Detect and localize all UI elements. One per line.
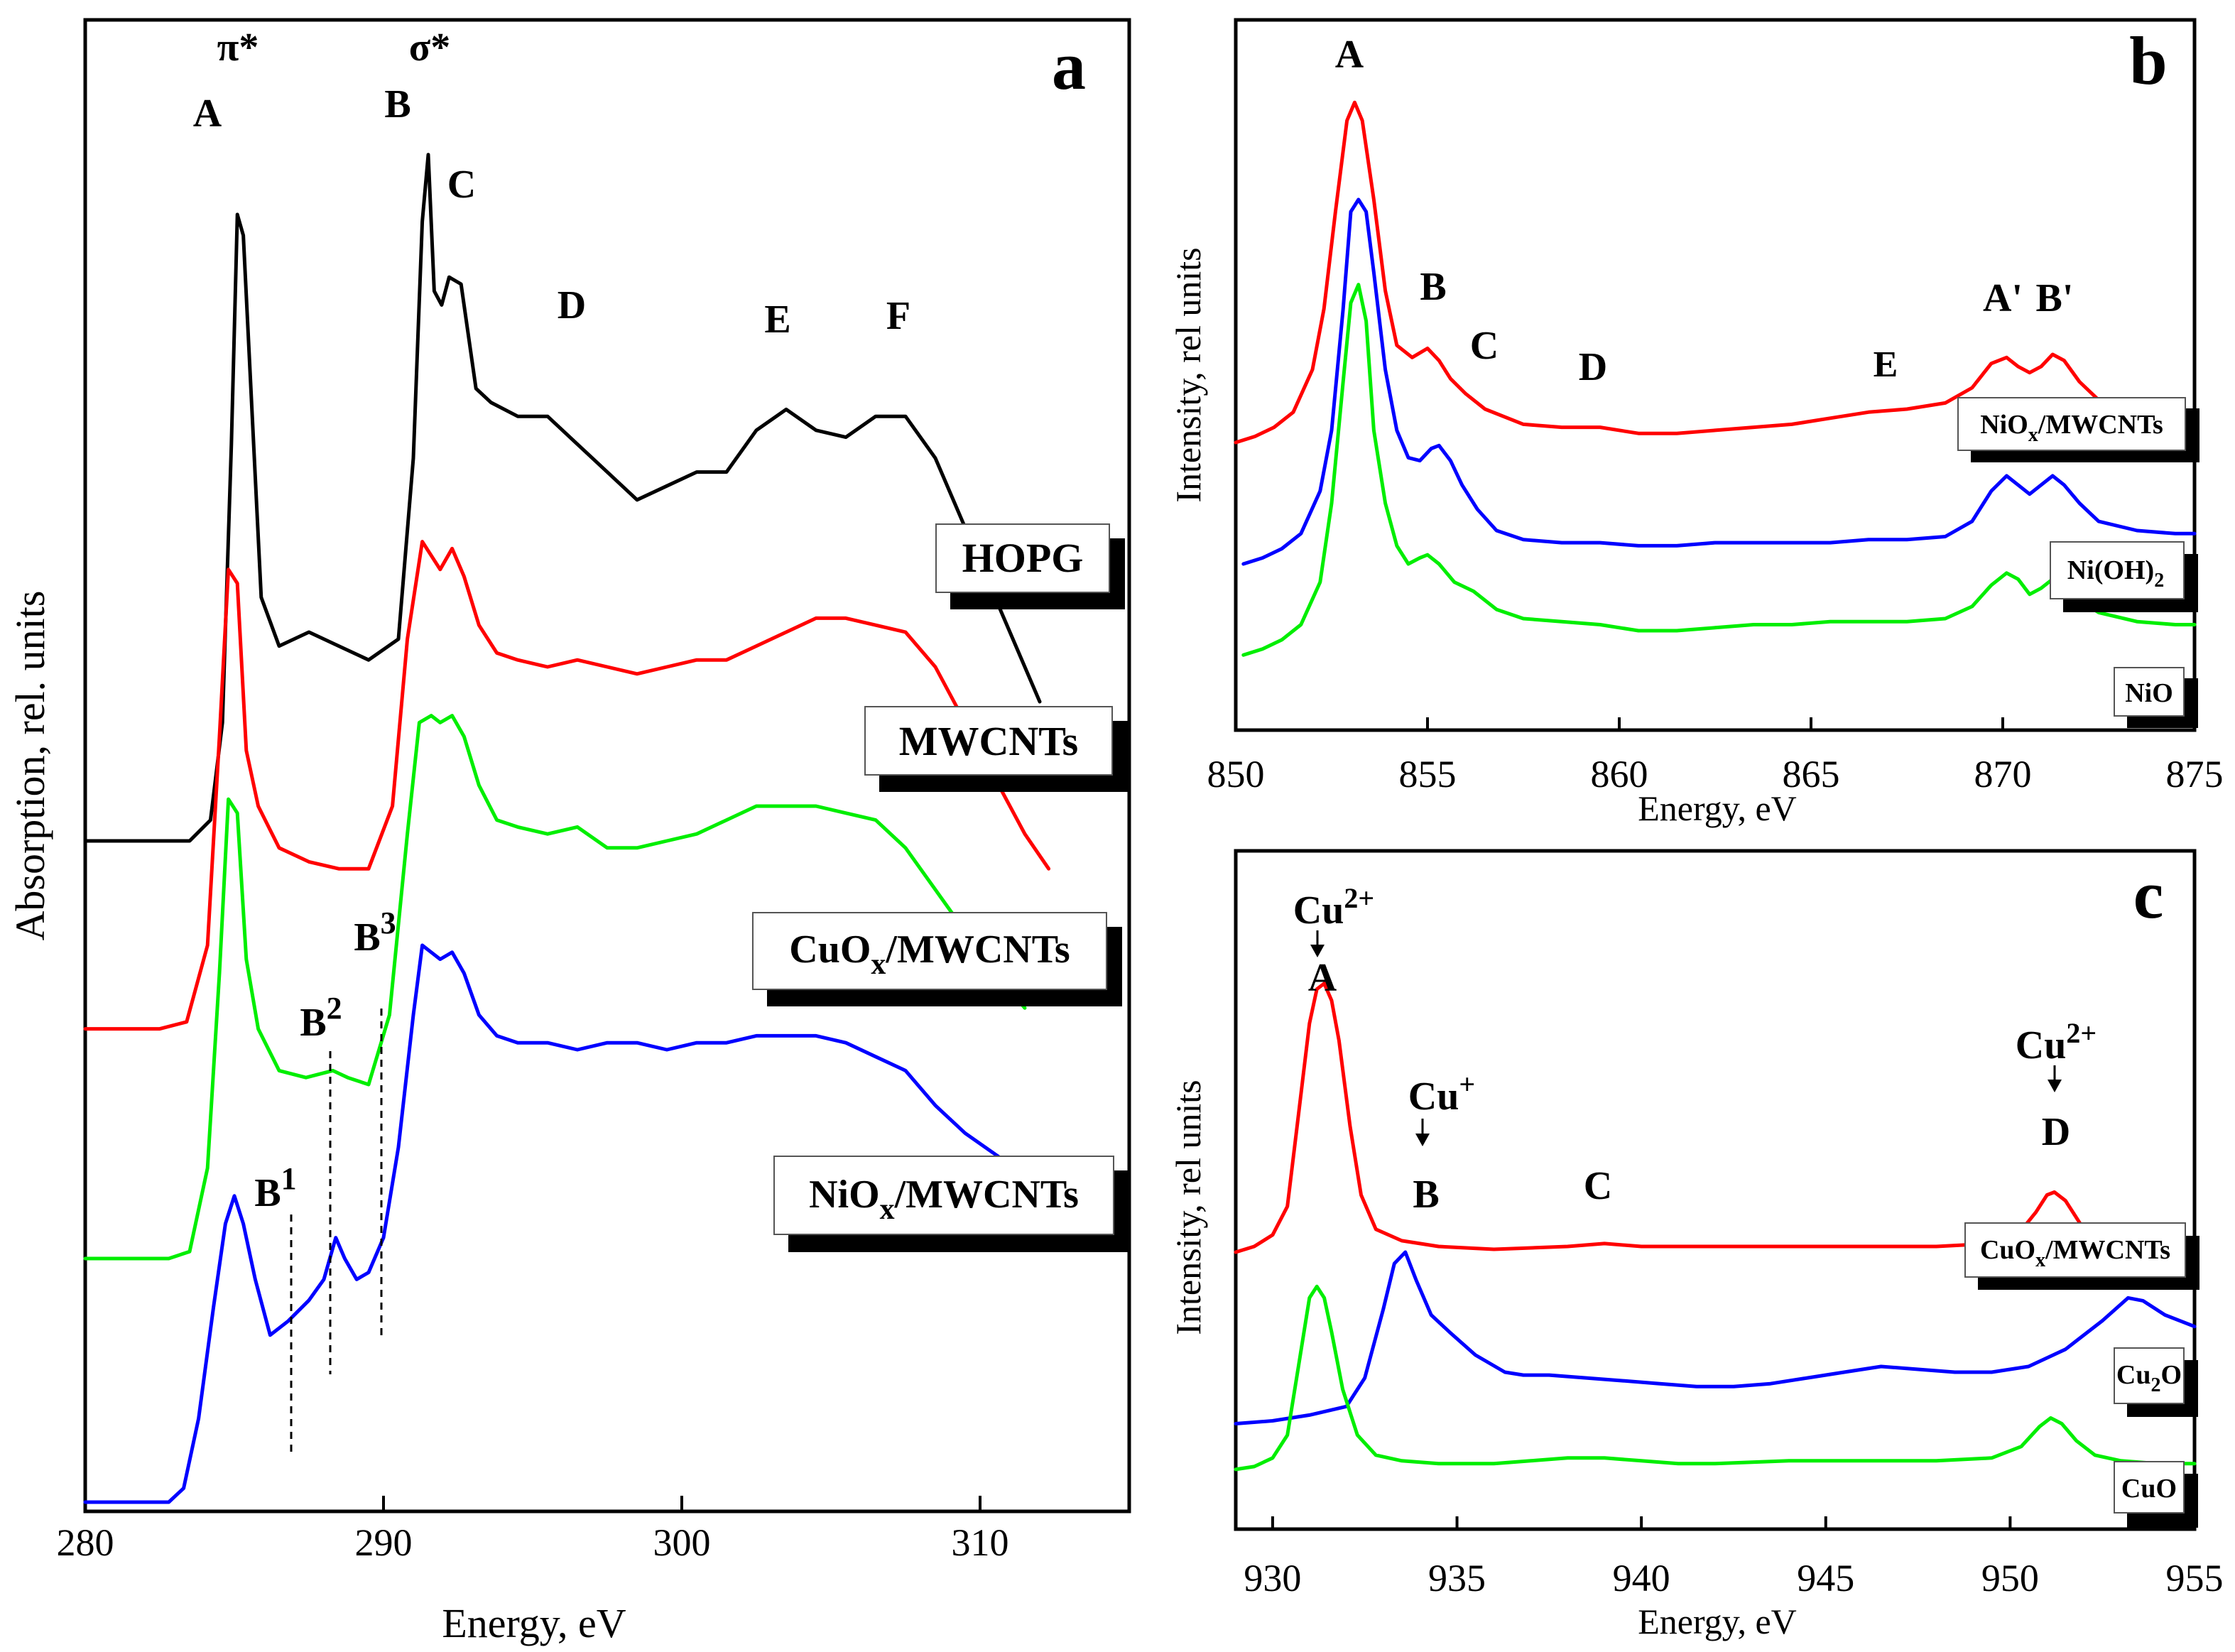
series-line-mwcnts: [83, 540, 1051, 1031]
peak-label-e: E: [764, 298, 790, 342]
panel-b-letter: b: [2129, 23, 2167, 99]
svg-text:MWCNTs: MWCNTs: [899, 718, 1078, 764]
svg-text:Ni(OH)2: Ni(OH)2: [2067, 555, 2164, 592]
panel-c: 930 935 940 945 950 955 c Cu2+ A Cu+ B C Cu2+…: [1168, 849, 2224, 1641]
peak-label-a: A: [1335, 33, 1364, 77]
series-line-cu2o: [1234, 1250, 2197, 1425]
svg-text:NiOx/MWCNTs: NiOx/MWCNTs: [1980, 410, 2163, 446]
svg-text:CuOx/MWCNTs: CuOx/MWCNTs: [789, 928, 1070, 981]
x-tick-label-955: 955: [2166, 1557, 2224, 1599]
legend-niox-mwcnts: NiOx/MWCNTs: [773, 1156, 1129, 1252]
svg-text:Cu2O: Cu2O: [2116, 1360, 2182, 1396]
legend-niox-mwcnts: NiOx/MWCNTs: [1957, 397, 2199, 462]
svg-text:NiOx/MWCNTs: NiOx/MWCNTs: [809, 1173, 1079, 1226]
series-line-ni-oh-2: [1241, 197, 2197, 566]
legend-cuox-mwcnts: CuOx/MWCNTs: [1964, 1222, 2199, 1290]
peak-label-b: B: [384, 82, 410, 126]
panel-c-frame: [1234, 849, 2197, 1531]
peak-label-c: C: [1584, 1164, 1612, 1208]
panel-a-series: [83, 153, 1051, 1504]
peak-label-d: D: [558, 283, 586, 327]
panel-b-x-title: Energy, eV: [1638, 788, 1797, 828]
peak-label-c: C: [447, 163, 476, 207]
x-tick-label-940: 940: [1613, 1557, 1670, 1599]
peak-label-d: D: [1579, 345, 1607, 389]
feature-label-b2: B2: [300, 991, 342, 1045]
peak-label-f: F: [886, 294, 910, 338]
panel-c-y-title: Intensity, rel units: [1168, 1080, 1208, 1335]
ion-label-cu2plus-a: Cu2+: [1293, 882, 1374, 933]
peak-label-b: B: [1420, 265, 1446, 309]
ion-label-cu2plus-d: Cu2+: [2016, 1017, 2097, 1067]
panel-a-x-title: Energy, eV: [442, 1600, 626, 1646]
arrow-head-b: [1415, 1134, 1430, 1146]
peak-label-c: C: [1470, 324, 1499, 368]
panel-c-x-ticks: 930 935 940 945 950 955: [1244, 1516, 2224, 1599]
x-tick-label-865: 865: [1783, 753, 1840, 795]
panel-a-frame: [83, 18, 1131, 1514]
peak-label-d: D: [2042, 1110, 2070, 1154]
svg-text:CuO: CuO: [2121, 1474, 2177, 1504]
arrow-head-d: [2048, 1080, 2062, 1092]
panel-a: 280 290 300 310 a π* σ* A B C D E F B1 B2 B…: [7, 18, 1131, 1646]
series-line-nio: [1241, 283, 2197, 657]
panel-b-series: [1234, 100, 2197, 657]
series-line-niox-mwcnts: [1234, 100, 2197, 445]
panel-a-letter: a: [1052, 28, 1086, 104]
series-line-cuox-mwcnts: [1234, 982, 2197, 1254]
panel-b-frame: [1234, 18, 2197, 732]
panel-b-y-title: Intensity, rel units: [1168, 247, 1208, 502]
legend-ni-oh-2: Ni(OH)2: [2050, 541, 2198, 612]
orbital-label-sigma: σ*: [409, 26, 450, 70]
legend-mwcnts: MWCNTs: [864, 706, 1128, 792]
svg-text:HOPG: HOPG: [962, 535, 1084, 581]
peak-label-a: A: [193, 92, 222, 136]
series-line-cuox-mwcnts: [83, 714, 1027, 1261]
x-tick-label-870: 870: [1974, 753, 2032, 795]
x-tick-label-860: 860: [1591, 753, 1648, 795]
x-tick-label-310: 310: [952, 1521, 1009, 1564]
x-tick-label-290: 290: [355, 1521, 413, 1564]
arrow-head-a: [1310, 945, 1325, 957]
x-tick-label-875: 875: [2166, 753, 2224, 795]
series-line-niox-mwcnts: [83, 943, 1048, 1504]
x-tick-label-945: 945: [1797, 1557, 1854, 1599]
legend-nio: NiO: [2114, 667, 2198, 728]
peak-label-a-prime: A': [1983, 276, 2023, 320]
ion-label-cuplus-b: Cu+: [1408, 1068, 1475, 1119]
peak-label-a: A: [1308, 956, 1337, 1000]
panel-c-x-title: Energy, eV: [1638, 1602, 1797, 1641]
svg-text:NiO: NiO: [2125, 678, 2173, 708]
legend-cuo: CuO: [2114, 1461, 2198, 1528]
x-tick-label-855: 855: [1399, 753, 1457, 795]
feature-label-b3: B3: [354, 906, 396, 960]
panel-c-letter: c: [2133, 857, 2164, 933]
orbital-label-pi: π*: [217, 26, 259, 70]
peak-label-b: B: [1413, 1173, 1439, 1217]
legend-cuox-mwcnts: CuOx/MWCNTs: [752, 912, 1122, 1006]
x-tick-label-280: 280: [57, 1521, 114, 1564]
x-tick-label-935: 935: [1428, 1557, 1486, 1599]
svg-text:CuOx/MWCNTs: CuOx/MWCNTs: [1980, 1235, 2170, 1271]
x-tick-label-300: 300: [653, 1521, 711, 1564]
legend-cu2o: Cu2O: [2114, 1347, 2198, 1417]
x-tick-label-930: 930: [1244, 1557, 1301, 1599]
x-tick-label-850: 850: [1207, 753, 1265, 795]
series-line-hopg: [83, 153, 1042, 843]
panel-c-series: [1234, 982, 2197, 1472]
legend-hopg: HOPG: [935, 523, 1125, 609]
feature-label-b1: B1: [254, 1161, 296, 1215]
peak-label-b-prime: B': [2036, 276, 2074, 320]
panel-b: 850 855 860 865 870 875 b A B C D E A' B' NiO…: [1168, 18, 2224, 828]
x-tick-label-950: 950: [1981, 1557, 2039, 1599]
panel-b-x-ticks: 850 855 860 865 870 875: [1207, 717, 2224, 795]
peak-label-e: E: [1874, 344, 1898, 385]
panel-a-y-title: Absorption, rel. units: [7, 591, 53, 941]
panel-a-x-ticks: 280 290 300 310: [57, 1496, 1009, 1564]
series-line-cuo: [1234, 1284, 2197, 1472]
